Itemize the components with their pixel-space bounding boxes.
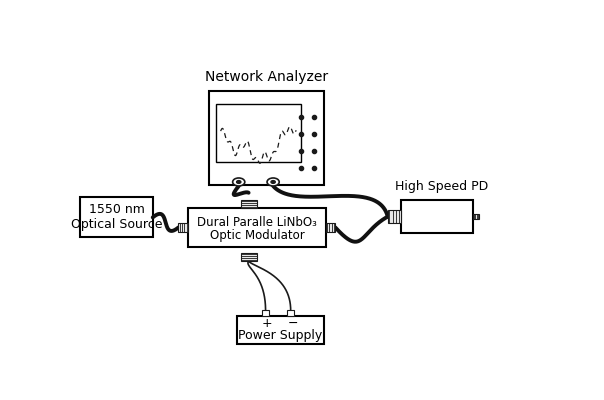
Text: −: − <box>288 317 298 330</box>
Bar <box>237 316 324 344</box>
Text: 1550 nm
Optical Source: 1550 nm Optical Source <box>71 203 162 231</box>
Bar <box>401 200 474 233</box>
Bar <box>287 310 294 316</box>
Bar <box>240 200 257 208</box>
Bar <box>188 208 326 247</box>
Bar <box>262 310 269 316</box>
Circle shape <box>271 180 275 183</box>
Bar <box>179 223 188 232</box>
Circle shape <box>267 178 279 186</box>
Circle shape <box>233 178 245 186</box>
Text: Dural Paralle LiNbO₃: Dural Paralle LiNbO₃ <box>197 216 317 229</box>
Bar <box>388 210 401 223</box>
Bar <box>240 254 257 261</box>
Text: High Speed PD: High Speed PD <box>395 180 489 193</box>
Text: Power Supply: Power Supply <box>238 330 323 342</box>
Text: Optic Modulator: Optic Modulator <box>210 229 304 242</box>
Bar <box>474 214 479 220</box>
Bar <box>80 197 153 238</box>
Bar <box>216 104 301 162</box>
Circle shape <box>237 180 241 183</box>
Text: Network Analyzer: Network Analyzer <box>205 70 328 84</box>
Bar <box>209 91 324 185</box>
Bar <box>326 223 335 232</box>
Text: +: + <box>262 317 272 330</box>
